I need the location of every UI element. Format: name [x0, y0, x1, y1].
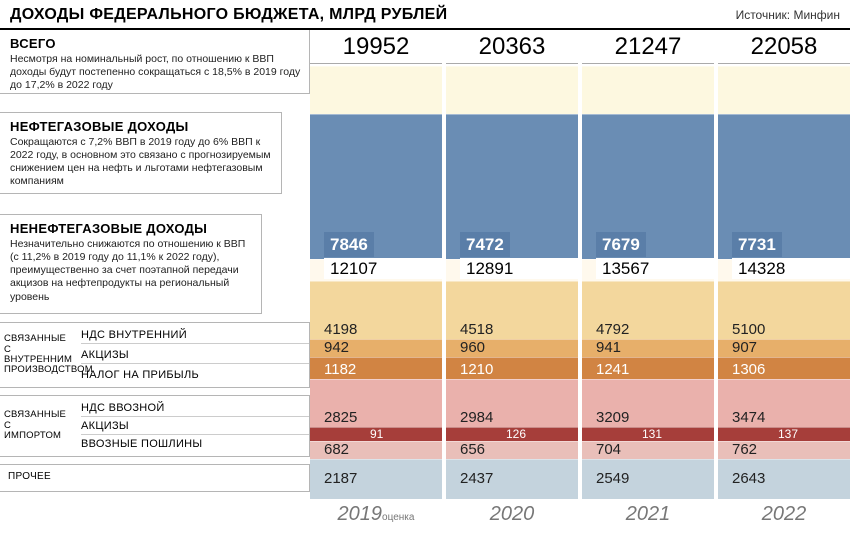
nds-internal-value: 5100 [732, 322, 850, 337]
total-value: 21247 [582, 30, 714, 64]
duties-value: 682 [324, 442, 442, 457]
year-label: 2022 [718, 499, 850, 525]
profit-tax-value: 1210 [460, 362, 578, 377]
other-value: 2187 [324, 471, 442, 486]
row-nds-internal: НДС ВНУТРЕННИЙ [81, 327, 309, 344]
page-title: ДОХОДЫ ФЕДЕРАЛЬНОГО БЮДЖЕТА, МЛРД РУБЛЕЙ [10, 6, 447, 24]
akciz-import-value: 137 [778, 428, 850, 440]
akciz-internal-value: 942 [324, 340, 442, 355]
akciz-internal-value: 960 [460, 340, 578, 355]
non-oil-gas-value: 12107 [324, 258, 442, 279]
group-import-label: СВЯЗАННЫЕ С ИМПОРТОМ [0, 396, 75, 456]
other-value: 2437 [460, 471, 578, 486]
row-other: ПРОЧЕЕ [8, 471, 51, 482]
box-total: ВСЕГО Несмотря на номинальный рост, по о… [0, 30, 310, 94]
profit-tax-value: 1182 [324, 362, 442, 377]
year-label: 2021 [582, 499, 714, 525]
year-column: 20363 747212891 4518 960 1210 2984 126 656 2437 2… [446, 30, 578, 525]
non-oil-gas-value: 14328 [732, 258, 850, 279]
box-oil-desc: Сокращаются с 7,2% ВВП в 2019 году до 6%… [10, 136, 273, 189]
oil-gas-value: 7731 [732, 232, 782, 257]
row-nds-import: НДС ВВОЗНОЙ [81, 400, 309, 417]
stacked-bar: 767913567 4792 941 1241 3209 131 704 2549 [582, 64, 714, 499]
duties-value: 762 [732, 442, 850, 457]
stacked-bar: 784612107 4198 942 1182 2825 91 682 2187 [310, 64, 442, 499]
nds-internal-value: 4198 [324, 322, 442, 337]
total-value: 20363 [446, 30, 578, 64]
chart-columns: 19952 784612107 4198 942 1182 2825 91 682 2187 20… [310, 30, 850, 525]
nds-import-value: 2825 [324, 410, 442, 425]
akciz-internal-value: 941 [596, 340, 714, 355]
box-oil-title: НЕФТЕГАЗОВЫЕ ДОХОДЫ [10, 119, 273, 134]
stacked-bar: 747212891 4518 960 1210 2984 126 656 2437 [446, 64, 578, 499]
group-internal-label: СВЯЗАННЫЕ С ВНУТРЕННИМ ПРОИЗВОДСТВОМ [0, 323, 75, 387]
year-column: 22058 773114328 5100 907 1306 3474 137 762 2643 2… [718, 30, 850, 525]
row-akciz-import: АКЦИЗЫ [81, 418, 309, 435]
nds-internal-value: 4518 [460, 322, 578, 337]
source-label: Источник: Минфин [736, 8, 840, 22]
row-akciz-internal: АКЦИЗЫ [81, 347, 309, 364]
non-oil-gas-value: 12891 [460, 258, 578, 279]
profit-tax-value: 1306 [732, 362, 850, 377]
year-label: 2019оценка [310, 499, 442, 525]
oil-gas-value: 7846 [324, 232, 374, 257]
other-value: 2549 [596, 471, 714, 486]
box-nonoil-title: НЕНЕФТЕГАЗОВЫЕ ДОХОДЫ [10, 221, 253, 236]
akciz-internal-value: 907 [732, 340, 850, 355]
nds-import-value: 2984 [460, 410, 578, 425]
group-other: ПРОЧЕЕ [0, 464, 310, 492]
group-import: СВЯЗАННЫЕ С ИМПОРТОМ НДС ВВОЗНОЙ АКЦИЗЫ … [0, 395, 310, 457]
year-label: 2020 [446, 499, 578, 525]
row-duties: ВВОЗНЫЕ ПОШЛИНЫ [81, 436, 309, 452]
total-value: 22058 [718, 30, 850, 64]
akciz-import-value: 131 [642, 428, 714, 440]
box-nonoil-desc: Незначительно снижаются по отношению к В… [10, 238, 253, 304]
left-labels: ВСЕГО Несмотря на номинальный рост, по о… [0, 30, 310, 525]
non-oil-gas-value: 13567 [596, 258, 714, 279]
duties-value: 704 [596, 442, 714, 457]
box-total-desc: Несмотря на номинальный рост, по отношен… [10, 53, 301, 92]
nds-internal-value: 4792 [596, 322, 714, 337]
akciz-import-value: 91 [370, 428, 442, 440]
row-profit-tax: НАЛОГ НА ПРИБЫЛЬ [81, 367, 309, 383]
akciz-import-value: 126 [506, 428, 578, 440]
oil-gas-value: 7472 [460, 232, 510, 257]
nds-import-value: 3209 [596, 410, 714, 425]
box-total-title: ВСЕГО [10, 36, 301, 51]
duties-value: 656 [460, 442, 578, 457]
group-internal: СВЯЗАННЫЕ С ВНУТРЕННИМ ПРОИЗВОДСТВОМ НДС… [0, 322, 310, 388]
year-column: 21247 767913567 4792 941 1241 3209 131 704 2549 2… [582, 30, 714, 525]
stacked-bar: 773114328 5100 907 1306 3474 137 762 2643 [718, 64, 850, 499]
nds-import-value: 3474 [732, 410, 850, 425]
other-value: 2643 [732, 471, 850, 486]
total-value: 19952 [310, 30, 442, 64]
profit-tax-value: 1241 [596, 362, 714, 377]
box-oil: НЕФТЕГАЗОВЫЕ ДОХОДЫ Сокращаются с 7,2% В… [0, 112, 282, 194]
box-nonoil: НЕНЕФТЕГАЗОВЫЕ ДОХОДЫ Незначительно сниж… [0, 214, 262, 314]
oil-gas-value: 7679 [596, 232, 646, 257]
year-column: 19952 784612107 4198 942 1182 2825 91 682 2187 20… [310, 30, 442, 525]
